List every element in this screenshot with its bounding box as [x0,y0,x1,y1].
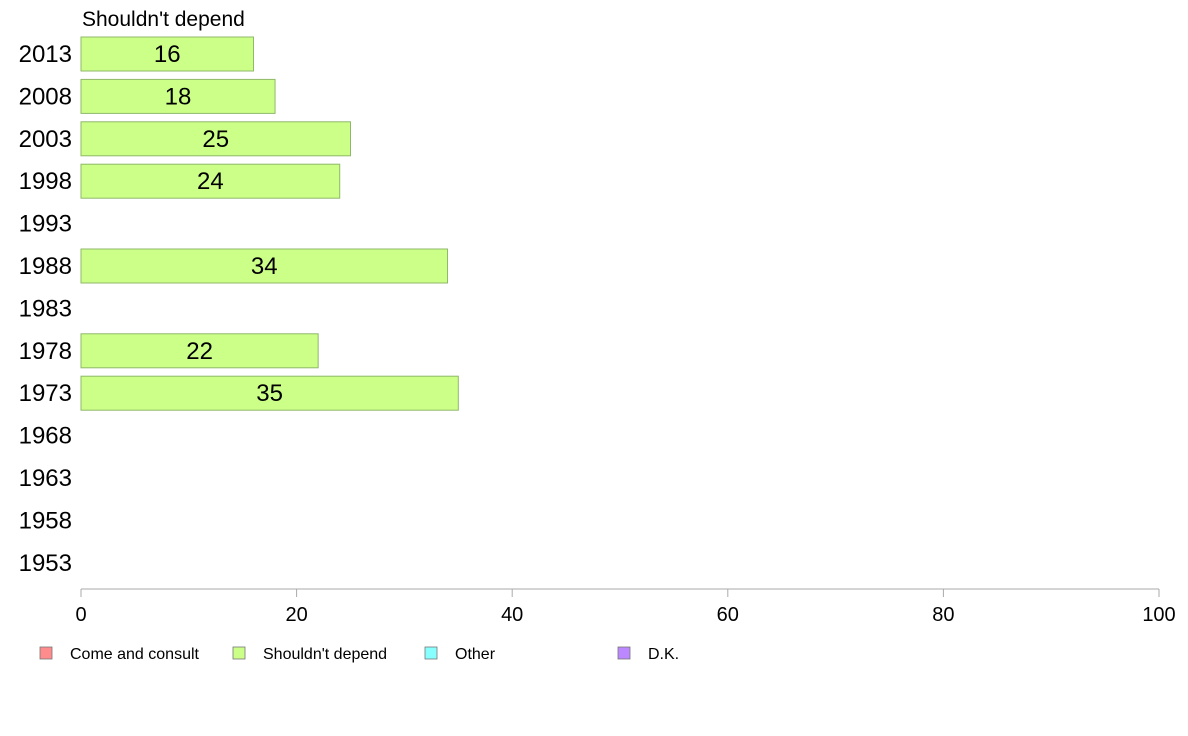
year-label-2003: 2003 [19,126,72,153]
bar-1998 [80,163,341,199]
x-tick-label-80: 80 [932,604,954,626]
legend-label-2: Other [455,646,496,663]
panel-title: Shouldn't depend [82,8,245,31]
year-label-1978: 1978 [19,338,72,365]
legend-label-1: Shouldn't depend [263,646,387,663]
year-labels: 2013 2008 2003 1998 1993 1988 1983 1978 1973 1968… [19,41,72,577]
legend-swatch-3 [617,646,631,660]
year-label-1953: 1953 [19,550,72,577]
year-label-1958: 1958 [19,507,72,534]
year-label-1973: 1973 [19,380,72,407]
x-tick-label-60: 60 [717,604,739,626]
x-tick-label-100: 100 [1142,604,1175,626]
x-tick-label-20: 20 [285,604,307,626]
bar-value-label-2003: 25 [202,126,229,153]
year-label-1963: 1963 [19,465,72,492]
bar-2003 [80,121,351,157]
bars [80,36,459,411]
bar-value-label-1988: 34 [251,253,278,280]
legend-swatch-1 [232,646,246,660]
year-label-1968: 1968 [19,423,72,450]
year-label-1993: 1993 [19,211,72,238]
year-label-2013: 2013 [19,41,72,68]
x-axis: 0 20 40 60 80 100 [75,588,1176,626]
bar-2013 [80,36,254,72]
legend-label-3: D.K. [648,646,679,663]
bar-value-label-1978: 22 [186,338,213,365]
year-label-1983: 1983 [19,295,72,322]
bar-value-label-2013: 16 [154,41,181,68]
bar-value-label-1973: 35 [256,380,283,407]
year-label-1988: 1988 [19,253,72,280]
bar-1973 [80,375,459,411]
legend: Come and consult Shouldn't depend Other D.K… [39,646,679,663]
x-tick-label-40: 40 [501,604,523,626]
year-label-1998: 1998 [19,168,72,195]
bar-2008 [80,78,276,114]
bar-value-label-2008: 18 [165,83,192,110]
bar-labels: 16 18 25 24 34 22 35 [154,41,283,407]
x-tick-label-0: 0 [75,604,86,626]
bar-value-label-1998: 24 [197,168,224,195]
bar-1978 [80,333,319,369]
bar-1988 [80,248,449,284]
legend-swatch-0 [39,646,53,660]
legend-label-0: Come and consult [70,646,200,663]
legend-swatch-2 [424,646,438,660]
year-label-2008: 2008 [19,83,72,110]
